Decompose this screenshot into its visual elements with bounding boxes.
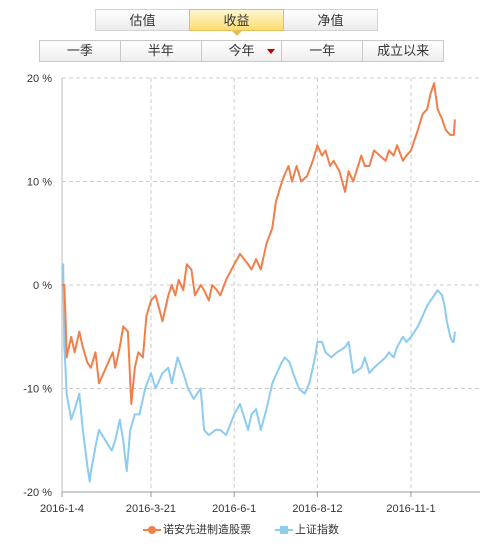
period-one-year[interactable]: 一年	[281, 41, 363, 61]
tab-returns[interactable]: 收益	[189, 9, 284, 36]
y-tick-label: -20 %	[23, 487, 52, 499]
index-series-line	[61, 263, 456, 483]
legend-index-marker-icon	[275, 525, 293, 535]
y-tick-label: 20 %	[27, 73, 52, 85]
x-tick-label: 2016-3-21	[126, 503, 176, 515]
legend-item-index[interactable]: 上证指数	[275, 522, 339, 538]
legend-item-fund[interactable]: 诺安先进制造股票	[143, 522, 251, 538]
legend-fund-marker-icon	[143, 525, 161, 535]
x-tick-label: 2016-8-12	[292, 503, 342, 515]
dropdown-caret-icon[interactable]	[267, 49, 276, 54]
x-tick-label: 2016-6-1	[212, 503, 256, 515]
period-label: 一年	[309, 43, 336, 58]
x-tick-label: 2016-1-4	[40, 503, 84, 515]
period-since-inception[interactable]: 成立以来	[362, 41, 443, 61]
x-tick-label: 2016-11-1	[386, 503, 435, 515]
period-this-year[interactable]: 今年	[200, 41, 282, 61]
legend-fund-label: 诺安先进制造股票	[163, 524, 251, 536]
chart-legend: 诺安先进制造股票 上证指数	[0, 522, 493, 540]
period-label: 一季	[66, 43, 93, 58]
period-label: 今年	[228, 43, 255, 58]
period-label: 成立以来	[377, 43, 430, 58]
tab-valuation[interactable]: 估值	[95, 9, 190, 31]
y-tick-label: 0 %	[33, 280, 52, 292]
period-one-quarter[interactable]: 一季	[40, 41, 120, 61]
period-selector: 一季 半年 今年 一年 成立以来	[39, 40, 444, 62]
view-tabs: 估值 收益 净值	[95, 9, 378, 36]
legend-index-label: 上证指数	[295, 524, 339, 536]
y-tick-label: -10 %	[23, 384, 52, 396]
y-tick-label: 10 %	[27, 177, 52, 189]
period-label: 半年	[147, 43, 174, 58]
period-half-year[interactable]: 半年	[119, 41, 201, 61]
fund-series-line	[62, 82, 456, 405]
